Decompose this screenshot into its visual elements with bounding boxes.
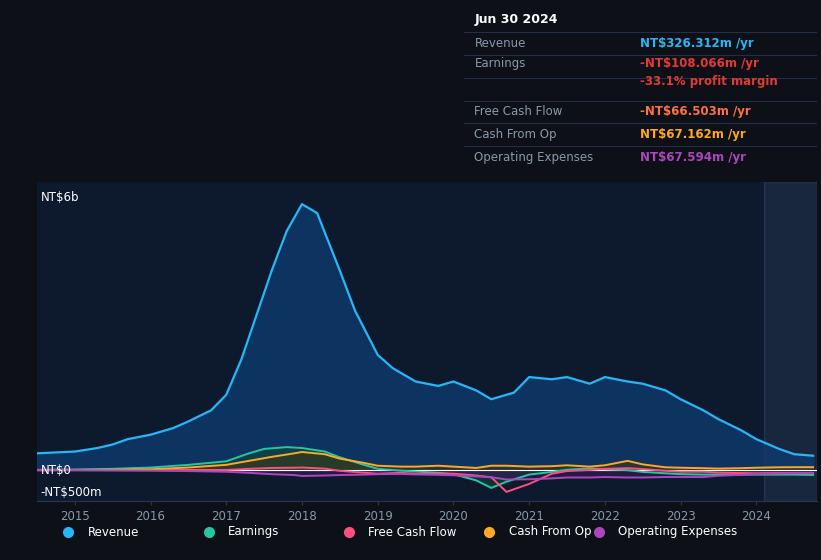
Text: Free Cash Flow: Free Cash Flow [369,525,456,539]
Text: Cash From Op: Cash From Op [475,128,557,141]
Text: Revenue: Revenue [475,38,525,50]
Text: NT$67.162m /yr: NT$67.162m /yr [640,128,746,141]
Text: NT$6b: NT$6b [41,191,80,204]
Text: Cash From Op: Cash From Op [509,525,591,539]
Text: Earnings: Earnings [228,525,279,539]
Text: Jun 30 2024: Jun 30 2024 [475,13,558,26]
Text: -NT$108.066m /yr: -NT$108.066m /yr [640,57,759,70]
Text: Free Cash Flow: Free Cash Flow [475,105,563,119]
Text: Operating Expenses: Operating Expenses [475,151,594,164]
Text: -NT$66.503m /yr: -NT$66.503m /yr [640,105,751,119]
Bar [764,182,817,501]
Text: NT$326.312m /yr: NT$326.312m /yr [640,38,754,50]
Text: NT$67.594m /yr: NT$67.594m /yr [640,151,746,164]
Text: NT$0: NT$0 [41,464,71,477]
Text: Earnings: Earnings [475,57,525,70]
Text: Revenue: Revenue [88,525,139,539]
Text: -33.1% profit margin: -33.1% profit margin [640,76,778,88]
Text: Operating Expenses: Operating Expenses [618,525,737,539]
Text: -NT$500m: -NT$500m [41,486,103,499]
